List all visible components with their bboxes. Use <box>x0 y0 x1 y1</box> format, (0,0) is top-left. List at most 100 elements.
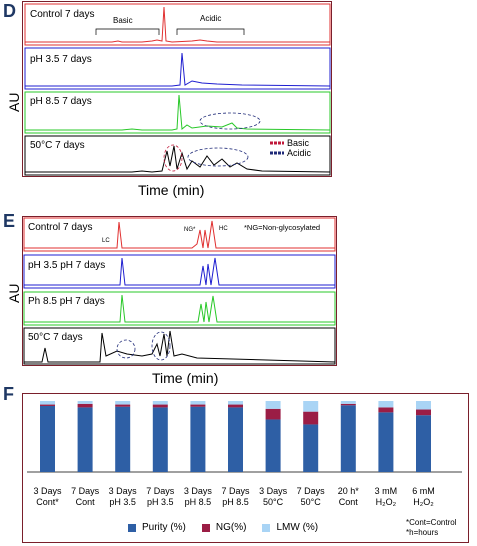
bar-1-purity <box>40 405 55 472</box>
bar-6-lmw <box>228 401 243 405</box>
panel-d-label-ph85: pH 8.5 7 days <box>30 96 92 107</box>
category-label-line: 7 Days <box>296 486 325 496</box>
panel-e-ellipse-2 <box>151 331 171 361</box>
bar-5-lmw <box>190 401 206 405</box>
panel-d-traces: Basic Acidic Basic Acidic <box>22 1 332 177</box>
category-label-11: 6 mM H₂O₂ <box>405 486 443 508</box>
category-label-line: H₂O₂ <box>413 497 434 507</box>
bar-8-lmw <box>303 401 319 412</box>
bar-10-lmw <box>378 401 394 408</box>
legend-label-ng: NG(%) <box>215 522 247 533</box>
panel-d-frame <box>22 1 332 177</box>
bar-9-purity <box>340 405 356 472</box>
panel-d-basic-bracket <box>95 28 160 35</box>
panel-e-label-ph35: pH 3.5 pH 7 days <box>28 260 106 271</box>
panel-e-box-ph35 <box>23 254 336 289</box>
panel-f-chart <box>22 393 469 543</box>
bar-11-ng <box>416 409 431 416</box>
category-label-1: 3 Days Cont* <box>29 486 67 508</box>
legend-swatch-ng <box>201 523 210 532</box>
bar-3-ng <box>115 404 131 407</box>
category-label-4: 7 Days pH 3.5 <box>141 486 179 508</box>
legend-label-lmw: LMW (%) <box>276 522 319 533</box>
panel-f-bar-svg <box>27 401 462 473</box>
panel-d-acidic-ellipse-1 <box>199 112 261 130</box>
category-label-line: pH 3.5 <box>109 497 136 507</box>
bar-7-ng <box>265 408 281 420</box>
category-label-line: 7 Days <box>146 486 175 496</box>
category-label-5: 3 Days pH 8.5 <box>179 486 217 508</box>
panel-f-footnote-2: *h=hours <box>406 528 439 537</box>
panel-e-trace-ph85 <box>24 294 335 323</box>
panel-e-ng-label: NG* <box>184 227 196 233</box>
panel-e-trace-ph35 <box>24 257 335 286</box>
category-label-9: 20 h* Cont <box>329 486 367 508</box>
bar-3-lmw <box>115 401 131 405</box>
category-label-line: Cont <box>338 497 358 507</box>
panel-e-label-ph85: Ph 8.5 pH 7 days <box>28 296 105 307</box>
category-label-line: pH 8.5 <box>222 497 249 507</box>
category-label-2: 7 Days Cont <box>66 486 104 508</box>
category-label-line: 6 mM <box>412 486 435 496</box>
panel-d-trace-ph35 <box>25 52 331 87</box>
bar-7-lmw <box>265 401 281 409</box>
bar-11-lmw <box>416 401 431 410</box>
bar-10-ng <box>378 407 394 413</box>
legend-swatch-purity <box>128 523 136 532</box>
category-label-line: 3 Days <box>108 486 137 496</box>
panel-e-frame <box>22 216 337 366</box>
bar-1-ng <box>40 404 55 406</box>
legend-label-purity: Purity (%) <box>142 522 186 533</box>
bar-1-lmw <box>40 401 55 405</box>
bar-8-ng <box>303 411 319 425</box>
bar-8-purity <box>303 424 319 472</box>
panel-e-xlabel: Time (min) <box>152 370 219 386</box>
panel-e-box-50c <box>23 327 336 365</box>
panel-e-trace-control <box>24 220 335 249</box>
panel-d-box-control <box>24 3 331 46</box>
category-label-line: 20 h* <box>337 486 359 496</box>
panel-e-hc-label: HC <box>219 226 228 232</box>
panel-d-box-ph85 <box>24 91 331 134</box>
panel-d-legend-basic: Basic <box>287 138 310 148</box>
category-label-line: 3 Days <box>259 486 288 496</box>
panel-d-box-50c <box>24 135 331 176</box>
category-label-line: 50°C <box>263 497 284 507</box>
panel-f-letter: F <box>3 384 14 404</box>
category-label-line: 3 Days <box>183 486 212 496</box>
category-label-line: Cont* <box>36 497 59 507</box>
panel-d-label-50c: 50°C 7 days <box>30 140 85 151</box>
category-label-line: 50°C <box>300 497 321 507</box>
bar-9-ng <box>340 403 356 406</box>
bar-4-lmw <box>152 401 168 405</box>
panel-d-basic-ellipse <box>163 144 183 172</box>
bar-11-purity <box>416 415 431 472</box>
panel-d-basic-label: Basic <box>113 16 133 25</box>
panel-e-svg: LC NG* HC *NG=Non-glycosylated <box>23 217 336 365</box>
panel-d-trace-ph85 <box>25 94 331 131</box>
panel-e-box-ph85 <box>23 291 336 326</box>
panel-d-box-ph35 <box>24 47 331 90</box>
category-label-line: 3 Days <box>33 486 62 496</box>
bar-10-purity <box>378 412 394 472</box>
panel-e-ellipse-1 <box>116 339 136 359</box>
panel-d-letter: D <box>3 1 16 21</box>
category-label-6: 7 Days pH 8.5 <box>217 486 255 508</box>
category-label-line: 7 Days <box>71 486 100 496</box>
bar-9-lmw <box>340 401 356 404</box>
bar-4-ng <box>152 404 168 408</box>
panel-e-label-50c: 50°C 7 days <box>28 332 83 343</box>
panel-e-note: *NG=Non-glycosylated <box>244 223 320 232</box>
bar-5-purity <box>190 406 206 472</box>
bar-2-lmw <box>77 401 93 404</box>
panel-d-label-ph35: pH 3.5 7 days <box>30 54 92 65</box>
panel-e-ylabel: AU <box>6 283 22 303</box>
panel-f-legend: Purity (%) NG(%) LMW (%) <box>128 522 318 533</box>
legend-swatch-lmw <box>262 523 271 532</box>
bar-5-ng <box>190 404 206 407</box>
panel-e-letter: E <box>3 211 16 231</box>
panel-d-label-control: Control 7 days <box>30 9 95 20</box>
category-label-line: 7 Days <box>221 486 250 496</box>
category-label-line: pH 8.5 <box>184 497 212 507</box>
panel-e-label-control: Control 7 days <box>28 222 93 233</box>
